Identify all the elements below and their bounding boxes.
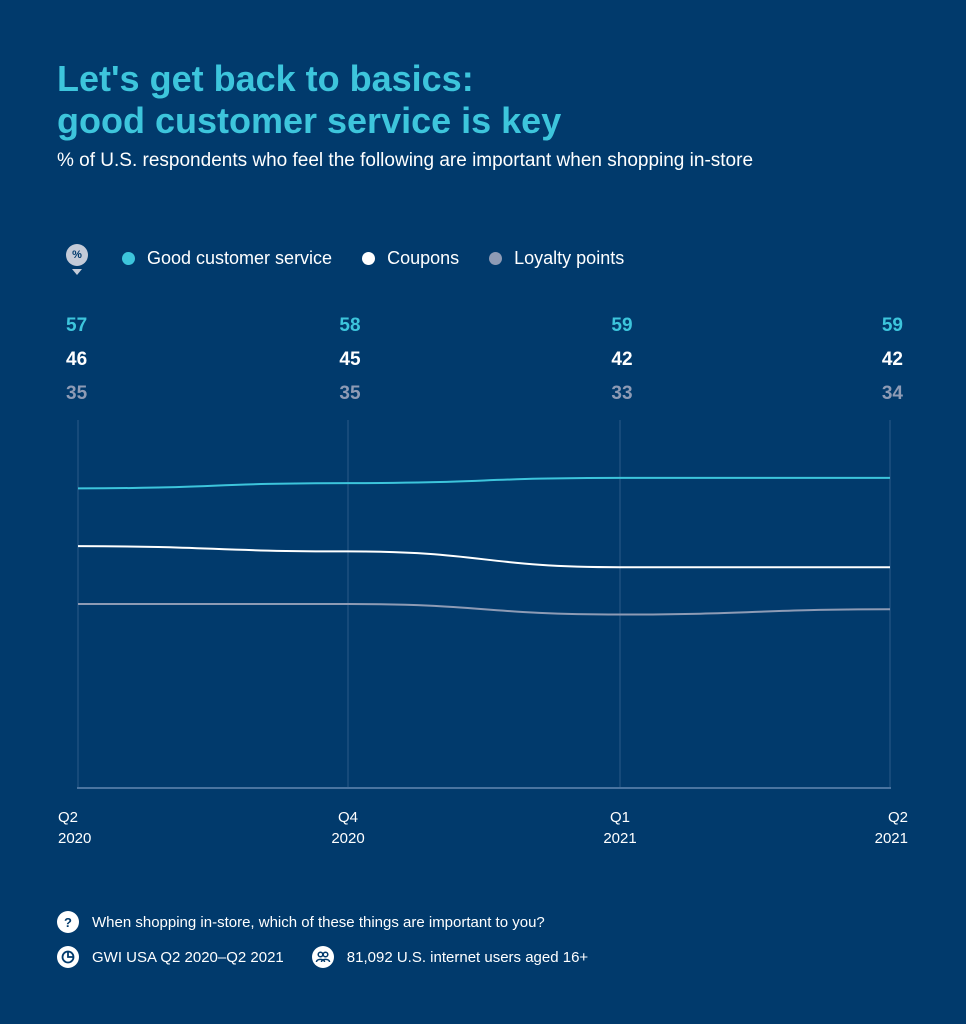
footer-question: ? When shopping in-store, which of these… bbox=[57, 911, 545, 933]
series-line-good-customer-service bbox=[77, 476, 890, 490]
data-label-loyalty-points-3: 34 bbox=[882, 383, 904, 404]
x-tick-quarter-2: Q1 bbox=[610, 809, 630, 826]
sample-text: 81,092 U.S. internet users aged 16+ bbox=[346, 948, 589, 966]
legend-items: Good customer service Coupons Loyalty poin… bbox=[122, 248, 654, 269]
data-label-coupons-1: 45 bbox=[339, 349, 361, 370]
data-label-coupons-3: 42 bbox=[882, 349, 903, 370]
series-line-loyalty-points bbox=[78, 602, 891, 616]
legend-dot-icon bbox=[489, 251, 503, 265]
legend-item-coupons: Coupons bbox=[362, 248, 459, 269]
x-tick-quarter-0: Q2 bbox=[58, 809, 78, 826]
people-icon bbox=[311, 946, 334, 968]
legend-item-good-customer-service: Good customer service bbox=[122, 248, 332, 269]
legend-label: Good customer service bbox=[147, 247, 333, 268]
x-tick-quarter-1: Q4 bbox=[338, 809, 358, 826]
legend-item-loyalty-points: Loyalty points bbox=[489, 248, 624, 269]
data-label-good-customer-service-1: 58 bbox=[339, 315, 360, 336]
line-chart: 57 46 35 58 45 35 59 42 33 59 42 34 Q2 2020 Q4 2020 Q1 20… bbox=[58, 315, 908, 847]
data-label-good-customer-service-3: 59 bbox=[882, 315, 903, 336]
chart-title: Let's get back to basics: good customer … bbox=[57, 58, 917, 142]
x-tick-year-0: 2020 bbox=[58, 830, 91, 847]
series-line-coupons bbox=[77, 545, 890, 569]
percent-badge-icon: % bbox=[66, 244, 88, 275]
question-text: When shopping in-store, which of these t… bbox=[92, 913, 545, 931]
data-label-coupons-2: 42 bbox=[611, 349, 632, 370]
footer-source: GWI USA Q2 2020–Q2 2021 81,092 U.S. inte… bbox=[57, 946, 588, 968]
legend-dot-icon bbox=[122, 251, 135, 265]
x-tick-quarter-3: Q2 bbox=[888, 809, 908, 826]
title-line-2: good customer service is key bbox=[57, 100, 562, 141]
chart-icon bbox=[57, 946, 79, 968]
legend-dot-icon bbox=[362, 251, 376, 265]
data-label-loyalty-points-2: 33 bbox=[611, 383, 632, 404]
data-label-good-customer-service-0: 57 bbox=[66, 315, 87, 336]
data-label-coupons-0: 46 bbox=[66, 349, 87, 370]
legend-label: Loyalty points bbox=[514, 247, 625, 268]
data-label-good-customer-service-2: 59 bbox=[611, 315, 632, 336]
x-tick-year-3: 2021 bbox=[875, 830, 908, 847]
x-tick-year-2: 2021 bbox=[603, 830, 636, 847]
x-tick-year-1: 2020 bbox=[331, 830, 364, 847]
question-icon: ? bbox=[57, 911, 79, 933]
source-text: GWI USA Q2 2020–Q2 2021 bbox=[92, 948, 284, 966]
chart-subtitle: % of U.S. respondents who feel the follo… bbox=[57, 150, 754, 171]
legend-label: Coupons bbox=[387, 247, 460, 268]
chart-legend: % Good customer service Coupons Loyalty po… bbox=[66, 240, 654, 276]
title-line-1: Let's get back to basics: bbox=[57, 58, 474, 99]
data-label-loyalty-points-1: 35 bbox=[339, 383, 361, 404]
data-label-loyalty-points-0: 35 bbox=[66, 383, 88, 404]
